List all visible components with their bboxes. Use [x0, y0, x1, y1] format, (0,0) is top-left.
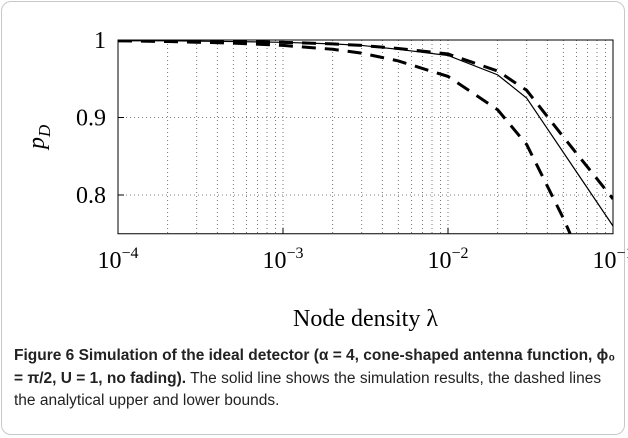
- x-tick-label: 10−2: [427, 245, 468, 274]
- x-tick-exponent: −1: [616, 245, 628, 262]
- y-tick-label: 0.8: [76, 183, 106, 209]
- x-tick-exponent: −2: [451, 245, 468, 262]
- caption: Figure 6 Simulation of the ideal detecto…: [14, 345, 618, 413]
- x-tick-label: 10−4: [97, 245, 138, 274]
- x-tick-label: 10−3: [262, 245, 303, 274]
- x-tick-base: 10: [262, 248, 286, 274]
- data-line: [118, 40, 613, 200]
- x-tick-base: 10: [97, 248, 121, 274]
- x-tick-label: 10−1: [592, 245, 628, 274]
- x-tick-base: 10: [592, 248, 616, 274]
- x-tick-exponent: −4: [121, 245, 138, 262]
- y-tick-label: 1: [94, 28, 106, 54]
- x-tick-base: 10: [427, 248, 451, 274]
- x-axis-label: Node density λ: [293, 306, 438, 332]
- y-axis-label-main: p: [24, 137, 50, 151]
- data-line: [118, 40, 572, 234]
- caption-text: The solid line shows the simulation resu…: [14, 369, 602, 410]
- y-axis-label: pD: [24, 124, 54, 151]
- data-line: [118, 40, 613, 227]
- y-tick-label: 0.9: [76, 106, 106, 132]
- y-axis-label-sub: D: [35, 124, 54, 138]
- caption-title: Figure 6 Simulation of the ideal detecto…: [14, 347, 616, 387]
- x-tick-exponent: −3: [286, 245, 303, 262]
- plot-frame: [117, 39, 614, 235]
